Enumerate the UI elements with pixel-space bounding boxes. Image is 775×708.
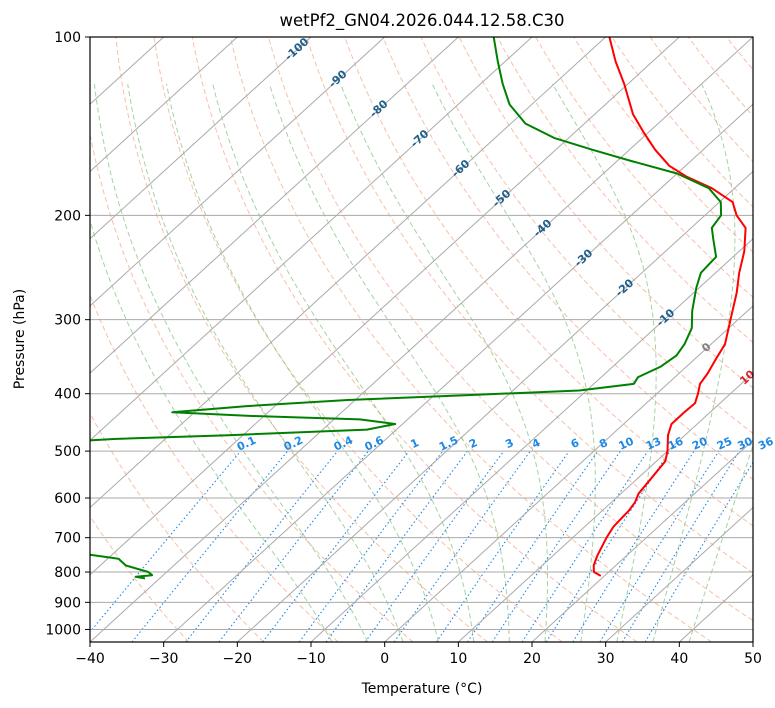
x-tick-label: 10 [449,651,467,667]
chart-title: wetPf2_GN04.2026.044.12.58.C30 [280,11,565,31]
x-tick-label: 40 [670,651,688,667]
y-tick-label: 700 [54,531,81,547]
isotherm-line [605,506,753,642]
isotherm-line [236,170,753,642]
y-tick-label: 800 [54,565,81,581]
isotherm-line [90,37,312,240]
isotherm-line [90,37,753,642]
moist-adiabat [127,83,404,642]
mixing-ratio-line [572,450,695,642]
dry-adiabat [115,37,488,642]
mixing-ratio-line [364,450,505,642]
mixing-ratio-line [491,450,621,642]
mixing-ratio-label: 25 [715,435,734,453]
x-tick-label: 30 [597,651,615,667]
mixing-ratio-line [298,450,444,642]
mixing-ratio-line [262,450,410,642]
isotherm-line [90,37,607,509]
moist-adiabat [166,83,439,642]
dry-adiabat [90,412,264,642]
mixing-ratio-label: 30 [735,434,755,452]
mixing-ratio-line [90,450,242,633]
x-tick-label: 50 [744,651,762,667]
moist-adiabat [552,83,657,642]
x-tick-label: −30 [149,651,179,667]
mixing-ratio-label: 13 [644,435,663,453]
x-tick-label: −10 [296,651,326,667]
x-tick-label: −20 [223,651,253,667]
moist-adiabat [212,83,475,642]
dry-adiabat [382,37,753,481]
moist-adiabat [93,83,369,642]
y-tick-label: 900 [54,595,81,611]
moist-adiabat [340,83,548,642]
y-tick-label: 400 [54,387,81,403]
dry-adiabat [191,37,638,642]
y-tick-label: 500 [54,444,81,460]
moist-adiabat [431,83,596,642]
dewpoint-profile [90,37,723,580]
dry-adiabat [420,37,753,435]
y-tick-label: 1000 [45,622,81,638]
mixing-ratio-label: 16 [666,434,686,452]
mixing-ratio-line [467,450,599,642]
dry-adiabat [306,37,753,574]
mixing-ratio-line [435,450,570,642]
x-tick-label: 0 [380,651,389,667]
x-tick-label: 20 [523,651,541,667]
x-axis-ticks: −40 −30 −20 −10 0 10 20 30 40 50 [75,642,762,667]
moist-adiabat [688,443,753,642]
y-axis-label: Pressure (hPa) [12,289,28,389]
moist-adiabat [268,83,510,642]
mixing-ratio-line [521,450,649,642]
temperature-profile [592,37,747,577]
background-lines [90,37,753,642]
x-tick-label: −40 [75,651,105,667]
isotherm-line [90,37,533,442]
isotherm-line [163,103,753,642]
y-tick-label: 100 [54,30,81,46]
dry-adiabat [535,37,753,298]
isotherm-line [531,439,753,642]
mixing-ratio-label: 20 [690,434,710,452]
mixing-ratio-line [621,450,740,642]
isotherm-line [90,37,680,576]
isotherm-line [90,37,386,307]
sounding-lines [90,37,747,580]
mixing-ratio-line [545,450,671,642]
isotherm-line [90,37,238,173]
mixing-ratio-line [325,450,468,642]
moist-adiabat [90,218,333,642]
dry-adiabat [268,37,753,622]
mixing-ratio-label: 36 [756,434,775,452]
x-axis-label: Temperature (°C) [361,681,483,697]
y-axis-ticks: 100 200 300 400 500 600 700 800 900 1000 [45,30,90,638]
mixing-ratio-line [185,450,339,642]
mixing-ratio-line [131,450,289,642]
plot-frame [89,36,754,643]
isotherm-line [90,37,459,374]
y-tick-label: 300 [54,313,81,329]
dry-adiabat [496,37,753,344]
y-tick-label: 200 [54,208,81,224]
dry-adiabat [153,37,563,642]
isotherm-line [384,305,753,642]
isotherm-line [310,237,753,642]
y-tick-label: 600 [54,491,81,507]
isotherm-line [457,372,753,642]
mixing-ratio-label: 10 [617,434,637,452]
